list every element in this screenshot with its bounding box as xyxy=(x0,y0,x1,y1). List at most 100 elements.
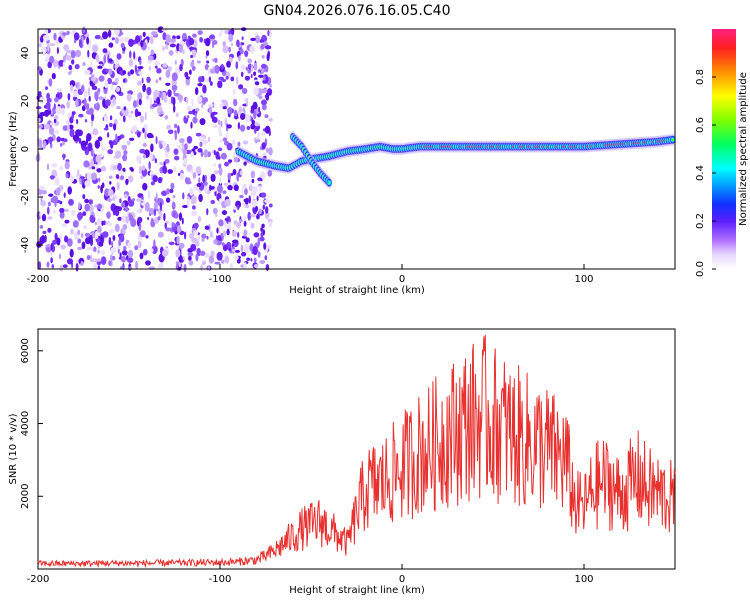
noise-point xyxy=(136,208,141,213)
noise-point xyxy=(264,125,271,134)
noise-point xyxy=(43,123,51,130)
noise-point xyxy=(83,224,88,230)
noise-point xyxy=(84,180,91,187)
noise-point xyxy=(107,132,110,138)
noise-point xyxy=(90,74,95,78)
noise-point xyxy=(243,244,250,253)
noise-point xyxy=(230,172,234,176)
noise-point xyxy=(165,69,171,79)
noise-point xyxy=(228,221,231,229)
noise-point xyxy=(174,212,179,219)
noise-point xyxy=(91,172,97,181)
noise-point xyxy=(136,198,142,202)
noise-point xyxy=(207,67,211,75)
noise-point xyxy=(188,110,194,115)
noise-point xyxy=(165,34,171,44)
noise-point xyxy=(76,119,79,124)
noise-point xyxy=(86,172,93,181)
noise-point xyxy=(210,199,216,205)
noise-point xyxy=(134,64,137,74)
noise-point xyxy=(131,126,138,133)
noise-point xyxy=(78,39,83,48)
noise-point xyxy=(155,136,158,145)
noise-point xyxy=(244,75,250,81)
noise-point xyxy=(237,122,241,130)
noise-point xyxy=(186,105,192,111)
noise-point xyxy=(41,190,47,195)
noise-point xyxy=(77,169,80,176)
noise-point xyxy=(245,66,249,71)
noise-point xyxy=(227,107,234,115)
noise-point xyxy=(185,76,190,80)
noise-point xyxy=(67,93,71,101)
noise-point xyxy=(188,255,192,261)
noise-point xyxy=(116,106,121,110)
noise-point xyxy=(107,197,112,203)
noise-point xyxy=(250,63,253,73)
noise-point xyxy=(208,103,214,107)
noise-point xyxy=(149,35,154,45)
spectrogram-panel: -200 -100 0 100 40 20 0 -20 -40 Height of straig… xyxy=(8,26,676,296)
noise-point xyxy=(173,86,176,96)
noise-point xyxy=(268,117,273,122)
noise-point xyxy=(247,69,251,74)
noise-point xyxy=(137,66,144,70)
noise-point xyxy=(47,201,52,207)
noise-point xyxy=(154,158,157,164)
noise-point xyxy=(218,198,222,205)
noise-point xyxy=(114,27,120,36)
noise-point xyxy=(190,54,194,59)
noise-point xyxy=(193,145,198,150)
snr-xtick-label: 0 xyxy=(399,574,405,585)
noise-point xyxy=(209,186,216,190)
noise-point xyxy=(265,206,269,214)
noise-point xyxy=(137,240,142,249)
noise-point xyxy=(93,153,96,162)
noise-point xyxy=(126,93,132,102)
noise-point xyxy=(141,77,144,84)
noise-point xyxy=(122,78,126,83)
noise-point xyxy=(96,168,102,173)
noise-point xyxy=(77,238,82,244)
noise-point xyxy=(78,202,81,210)
noise-point xyxy=(72,134,80,141)
noise-point xyxy=(186,115,190,119)
noise-point xyxy=(210,250,215,257)
noise-point xyxy=(107,29,112,38)
noise-point xyxy=(116,182,120,191)
noise-point xyxy=(212,207,218,215)
noise-point xyxy=(206,235,209,240)
noise-point xyxy=(226,142,233,151)
noise-point xyxy=(135,35,141,44)
noise-point xyxy=(225,75,229,80)
noise-point xyxy=(244,50,249,58)
noise-point xyxy=(119,252,122,259)
noise-point xyxy=(87,87,91,96)
noise-point xyxy=(173,166,177,172)
noise-point xyxy=(101,250,105,255)
noise-point xyxy=(102,48,108,54)
noise-point xyxy=(83,97,87,107)
snr-series-line xyxy=(37,334,676,568)
noise-point xyxy=(243,220,247,227)
noise-point xyxy=(142,142,147,148)
noise-point xyxy=(188,46,195,51)
noise-point xyxy=(112,165,118,170)
noise-point xyxy=(221,242,225,247)
noise-point xyxy=(228,46,231,53)
noise-point xyxy=(84,119,88,123)
noise-point xyxy=(204,174,208,182)
snr-xtick-label: -200 xyxy=(27,574,50,585)
noise-point xyxy=(262,229,265,236)
noise-point xyxy=(248,195,251,204)
noise-point xyxy=(86,255,91,260)
noise-point xyxy=(259,171,266,180)
noise-point xyxy=(62,153,65,161)
noise-point xyxy=(110,140,114,149)
noise-point xyxy=(53,59,58,68)
noise-point xyxy=(106,211,111,219)
noise-point xyxy=(90,158,94,166)
noise-point xyxy=(130,167,134,172)
noise-point xyxy=(149,97,153,105)
